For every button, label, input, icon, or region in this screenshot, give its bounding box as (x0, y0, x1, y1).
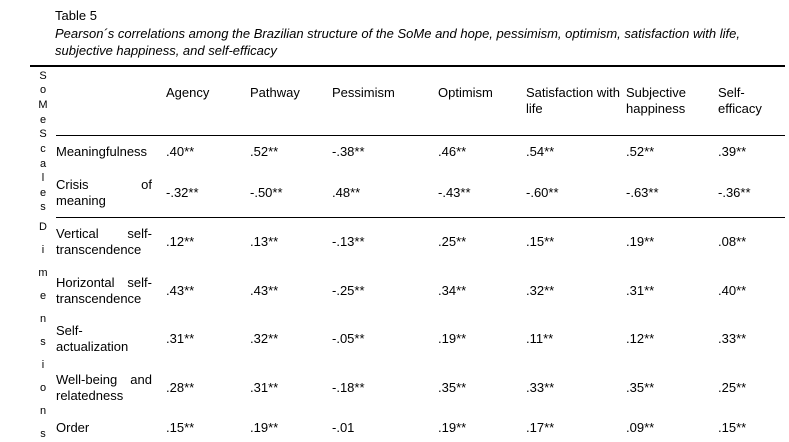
cell-value: .39** (718, 144, 747, 160)
cell-value: .15** (718, 420, 747, 436)
table-title-block: Table 5 Pearson´s correlations among the… (55, 8, 785, 60)
row-label: Order (56, 420, 90, 436)
column-header-optimism: Optimism (438, 65, 526, 137)
cell-value: .54** (526, 144, 555, 160)
cell-value: .15** (166, 420, 195, 436)
column-header-subjective-happiness: Subjective happiness (626, 65, 718, 137)
cell-value: .19** (250, 420, 279, 436)
table-row-well-being-and-relatedness: Well-being and relatedness .28** .31** -… (30, 364, 785, 413)
column-header-self-efficacy: Self-efficacy (718, 65, 785, 137)
cell-value: .08** (718, 217, 785, 267)
cell-value: .17** (526, 420, 555, 436)
cell-value: .28** (166, 379, 195, 395)
cell-value: -.32** (166, 184, 199, 200)
cell-value: .31** (250, 379, 279, 395)
cell-value: .43** (166, 282, 195, 298)
table-row-order: Order .15** .19** -.01 .19** .17** .09**… (30, 412, 785, 442)
cell-value: .33** (526, 379, 555, 395)
cell-value: .48** (332, 184, 361, 200)
row-label: Well-being and relatedness (56, 371, 152, 403)
cell-value: .12** (626, 331, 655, 347)
cell-value: -.36** (718, 184, 751, 200)
cell-value: -.63** (626, 184, 659, 200)
cell-value: .52** (626, 144, 655, 160)
cell-value: .12** (166, 217, 250, 267)
table-row-self-actualization: Self-actualization .31** .32** -.05** .1… (30, 315, 785, 364)
table-row-crisis-of-meaning: Crisis of meaning -.32** -.50** .48** -.… (30, 169, 785, 218)
cell-value: -.05** (332, 331, 365, 347)
cell-value: .11** (526, 331, 554, 347)
cell-value: .19** (438, 420, 467, 436)
cell-value: .40** (718, 282, 747, 298)
cell-value: -.01 (332, 420, 355, 436)
row-label: Horizontal self-transcendence (56, 274, 152, 306)
cell-value: -.13** (332, 217, 438, 267)
cell-value: .25** (718, 379, 747, 395)
cell-value: .19** (438, 331, 467, 347)
cell-value: -.43** (438, 184, 471, 200)
row-label: Self-actualization (56, 323, 129, 355)
column-header-pathway: Pathway (250, 65, 332, 137)
cell-value: .52** (250, 144, 279, 160)
cell-value: .34** (438, 282, 467, 298)
table-caption: Pearson´s correlations among the Brazili… (55, 26, 740, 58)
table-row-horizontal-self-transcendence: Horizontal self-transcendence .43** .43*… (30, 267, 785, 316)
cell-value: .25** (438, 217, 526, 267)
cell-value: .35** (438, 379, 467, 395)
cell-value: .46** (438, 144, 467, 160)
column-header-pessimism: Pessimism (332, 65, 438, 137)
column-header-satisfaction-with-life: Satisfaction with life (526, 65, 626, 137)
cell-value: .43** (250, 282, 279, 298)
cell-value: .19** (626, 217, 718, 267)
row-label: Vertical self-transcendence (56, 217, 166, 267)
cell-value: -.60** (526, 184, 559, 200)
cell-value: .32** (250, 331, 279, 347)
cell-value: .40** (166, 144, 195, 160)
cell-value: -.38** (332, 144, 365, 160)
table-number: Table 5 (55, 8, 97, 23)
cell-value: .13** (250, 217, 332, 267)
cell-value: .32** (526, 282, 555, 298)
cell-value: .35** (626, 379, 655, 395)
cell-value: .31** (166, 331, 195, 347)
corner-cell (56, 65, 166, 137)
cell-value: -.18** (332, 379, 365, 395)
cell-value: .09** (626, 420, 655, 436)
cell-value: -.25** (332, 282, 365, 298)
row-label: Meaningfulness (56, 144, 148, 160)
cell-value: -.50** (250, 184, 283, 200)
row-label: Crisis of meaning (56, 176, 152, 208)
cell-value: .31** (626, 282, 655, 298)
cell-value: .15** (526, 217, 626, 267)
table-row-meaningfulness: Meaningfulness .40** .52** -.38** .46** … (30, 136, 785, 169)
column-header-agency: Agency (166, 65, 250, 137)
cell-value: .33** (718, 331, 747, 347)
